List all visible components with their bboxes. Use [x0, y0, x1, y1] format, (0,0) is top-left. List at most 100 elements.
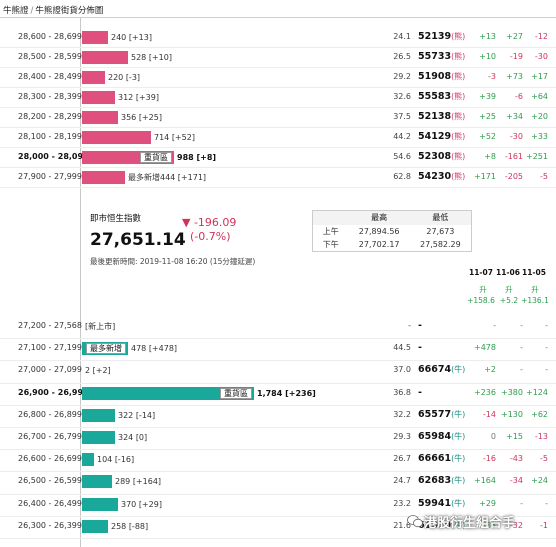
index-change: ▼ -196.09 (-0.7%)	[182, 216, 236, 244]
row-separator	[0, 187, 556, 188]
distance-pct: 44.5	[393, 343, 411, 353]
bar-wrap: 240 [+13]	[82, 31, 152, 44]
bear-bar[interactable]	[82, 475, 112, 489]
change-c3: -	[545, 343, 548, 353]
hsi-equivalent: 55583(熊)	[418, 91, 465, 102]
change-c1: +236	[474, 387, 496, 397]
distance-pct: 29.3	[393, 432, 411, 441]
bear-bar[interactable]	[82, 431, 115, 444]
change-c1: +8	[484, 152, 496, 161]
distance-pct: 21.6	[393, 520, 411, 530]
row-separator	[0, 382, 556, 384]
bull-bar[interactable]	[82, 131, 151, 144]
bull-row[interactable]: 28,500 - 28,599 528 [+10] 26.5 55733(熊) +10 -…	[0, 48, 556, 68]
type-mark: (牛)	[451, 365, 466, 375]
bear-row[interactable]: 26,800 - 26,899 322 [-14] 32.2 65577(牛) -14 +…	[0, 406, 556, 426]
hsi-equivalent: 61010(牛)	[418, 520, 465, 531]
change-c3: +20	[531, 112, 548, 121]
bull-bar[interactable]	[82, 171, 125, 184]
change-c2: -30	[509, 132, 523, 141]
change-c3: +64	[531, 92, 548, 101]
row-separator	[0, 67, 556, 68]
bear-row[interactable]: 26,600 - 26,699 104 [-16] 26.7 66661(牛) -16 -…	[0, 450, 556, 470]
session-low: 27,673	[426, 227, 455, 236]
change-c2: -	[520, 498, 523, 508]
bull-row[interactable]: 28,300 - 28,399 312 [+39] 32.6 55583(熊) +39 -…	[0, 88, 556, 108]
bull-bar[interactable]	[82, 31, 108, 44]
change-c3: -30	[534, 52, 548, 61]
high-low-row: 上午 27,894.56 27,673	[313, 225, 471, 238]
bear-row[interactable]: 26,700 - 26,799 324 [0] 29.3 65984(牛) 0 +15 -1…	[0, 428, 556, 448]
row-separator	[0, 47, 556, 48]
change-c1: -	[493, 321, 496, 330]
bear-row[interactable]: 26,900 - 26,999 重貨區 1,784 [+236] 36.8- +236 +…	[0, 384, 556, 404]
hsi-equivalent: 52308(熊)	[418, 151, 465, 162]
distance-pct: 62.8	[393, 172, 411, 181]
bear-row[interactable]: 27,200 - 27,568 [新上市] - - - - -	[0, 317, 556, 337]
bull-row[interactable]: 28,100 - 28,199 714 [+52] 44.2 54129(熊) +52 -…	[0, 128, 556, 148]
bar-wrap: 重貨區 988 [+8]	[82, 151, 216, 164]
header-low: 最低	[432, 213, 449, 222]
bear-row[interactable]: 26,500 - 26,599 289 [+164] 24.7 62683(牛) +16…	[0, 472, 556, 492]
change-c2: -161	[504, 152, 523, 161]
breadcrumb-root[interactable]: 牛熊證	[3, 6, 29, 16]
bull-bar[interactable]	[82, 51, 128, 64]
price-range: 26,500 - 26,599	[18, 476, 82, 486]
price-range: 27,900 - 27,999	[18, 172, 82, 181]
bear-bar[interactable]: 重貨區	[82, 386, 254, 400]
bull-row[interactable]: 27,900 - 27,999 最多新增444 [+171] 62.8 54230(熊…	[0, 168, 556, 188]
equivalent-count: -	[418, 320, 422, 331]
bar-wrap: 324 [0]	[82, 431, 147, 444]
bear-bar[interactable]	[82, 453, 94, 467]
distance-pct: 54.6	[393, 152, 411, 161]
bar-wrap: 528 [+10]	[82, 51, 172, 64]
change-c3: -	[545, 365, 548, 375]
bar-label: 最多新增444 [+171]	[128, 173, 207, 182]
high-low-row: 下午 27,702.17 27,582.29	[313, 238, 471, 251]
price-range: 26,900 - 26,999	[18, 387, 89, 397]
bar-wrap: 220 [-3]	[82, 71, 140, 84]
bull-row[interactable]: 28,400 - 28,499 220 [-3] 29.2 51908(熊) -3 +73…	[0, 68, 556, 88]
equivalent-count: 54129	[418, 131, 452, 142]
bull-row[interactable]: 28,600 - 28,699 240 [+13] 24.1 52139(熊) +13 +…	[0, 28, 556, 48]
bear-bar[interactable]	[82, 497, 118, 511]
bear-bar[interactable]	[82, 408, 115, 422]
high-low-table: 最高 最低 上午 27,894.56 27,673 下午 27,702.17 2…	[312, 210, 472, 252]
bull-bar[interactable]	[82, 111, 118, 124]
equivalent-count: 59941	[418, 497, 452, 509]
bar-label: 322 [-14]	[118, 410, 156, 420]
distance-pct: 26.5	[393, 52, 411, 61]
price-range: 26,800 - 26,899	[18, 409, 82, 419]
price-range: 28,300 - 28,399	[18, 92, 82, 101]
bear-bar[interactable]: 最多新增	[82, 342, 128, 356]
row-separator	[0, 87, 556, 88]
bear-row[interactable]: 26,300 - 26,399 258 [-88] 21.6 61010(牛) +88 -…	[0, 517, 556, 537]
bull-row[interactable]: 28,200 - 28,299 356 [+25] 37.5 52138(熊) +25 +…	[0, 108, 556, 128]
bear-row[interactable]: 26,400 - 26,499 370 [+29] 23.2 59941(牛) +29 -…	[0, 495, 556, 515]
hsi-equivalent: 66661(牛)	[418, 453, 465, 464]
bar-label: 240 [+13]	[111, 33, 152, 42]
hsi-equivalent: -	[418, 342, 422, 353]
update-time: 最後更新時間: 2019-11-08 16:20 (15分鐘延遲)	[90, 257, 256, 266]
bull-row[interactable]: 28,000 - 28,099 重貨區 988 [+8] 54.6 52308(熊) +8…	[0, 148, 556, 168]
bull-bar[interactable]	[82, 71, 105, 84]
change-c2: -32	[509, 520, 523, 530]
change-c3: -	[545, 498, 548, 508]
bear-row[interactable]: 27,000 - 27,099 2 [+2] 37.0 66674(牛) +2 - -	[0, 361, 556, 381]
price-range: 28,400 - 28,499	[18, 72, 82, 81]
bar-label: 714 [+52]	[154, 133, 195, 142]
change-c3: -13	[534, 432, 548, 441]
bear-row[interactable]: 27,100 - 27,199 最多新增 478 [+478] 44.5- +478- -	[0, 339, 556, 359]
bar-wrap: 322 [-14]	[82, 408, 156, 422]
index-value: 27,651.14	[90, 230, 186, 250]
bull-bar[interactable]: 重貨區	[82, 151, 174, 164]
equivalent-count: 66674	[418, 364, 452, 376]
bar-label: 528 [+10]	[131, 53, 172, 62]
type-mark: (熊)	[451, 92, 466, 101]
bear-bar[interactable]	[82, 519, 108, 533]
price-range: 28,000 - 28,099	[18, 152, 89, 161]
hsi-equivalent: 65577(牛)	[418, 409, 465, 420]
bull-bar[interactable]	[82, 91, 115, 104]
price-range: 28,200 - 28,299	[18, 112, 82, 121]
price-range: 28,500 - 28,599	[18, 52, 82, 61]
